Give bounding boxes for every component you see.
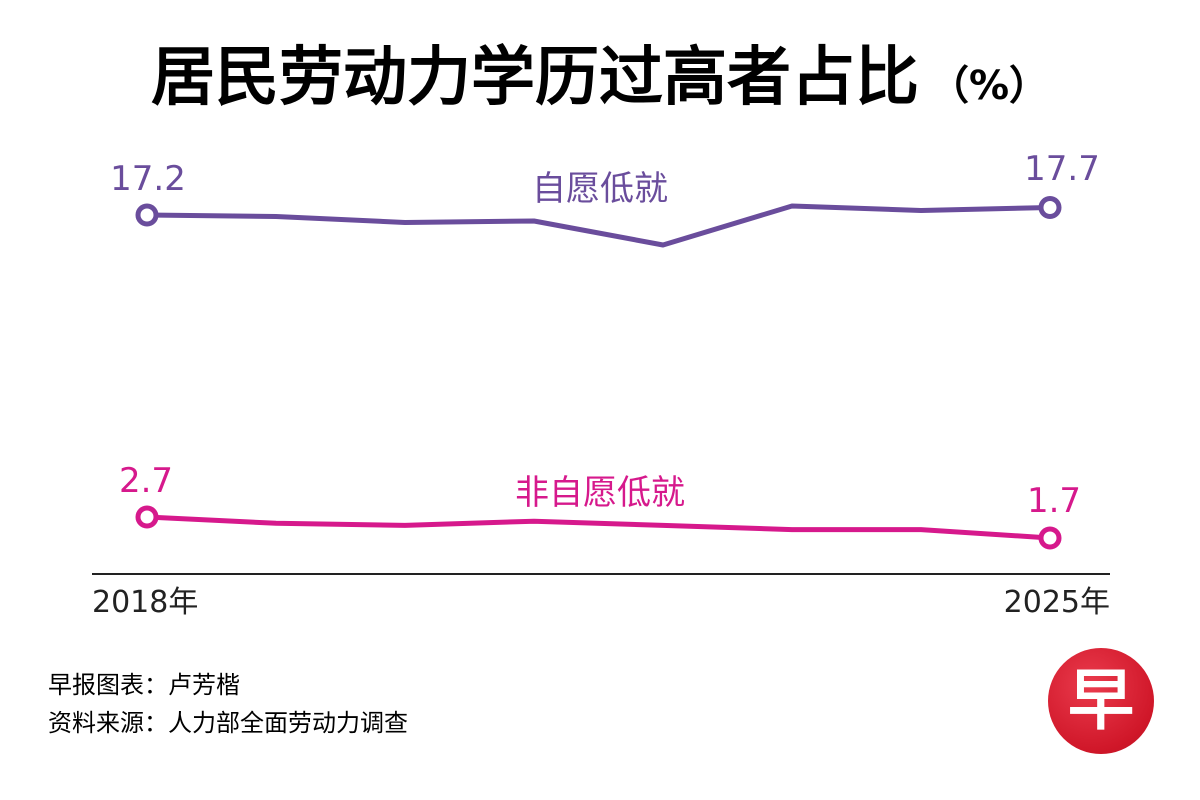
series-name-label-2: 非自愿低就 <box>515 473 685 513</box>
chart-title: 居民劳动力学历过高者占比 （%） <box>0 26 1200 118</box>
series-line-2 <box>144 514 1053 541</box>
logo-char: 早 <box>1068 662 1134 739</box>
x-tick-label-start: 2018年 <box>92 585 198 620</box>
start-marker-1 <box>135 203 159 227</box>
series-line-1 <box>144 203 1053 248</box>
chart-title-text: 居民劳动力学历过高者占比 <box>150 41 919 115</box>
data-label-start-1: 17.2 <box>110 159 186 199</box>
end-marker-1 <box>1038 196 1062 219</box>
data-label-end-2: 1.7 <box>1027 481 1081 521</box>
zaobao-logo: 早 <box>1048 648 1154 754</box>
graphic-credit: 早报图表：卢芳楷 <box>48 671 240 699</box>
data-label-start-2: 2.7 <box>119 461 173 501</box>
series-name-label-1: 自愿低就 <box>532 169 668 209</box>
end-marker-2 <box>1038 526 1062 550</box>
x-tick-label-end: 2025年 <box>1004 585 1110 620</box>
credits: 早报图表：卢芳楷 资料来源：人力部全面劳动力调查 <box>48 666 408 742</box>
series-layer: 自愿低就 17.2 17.7 非自愿低就 2.7 1.7 <box>110 149 1100 550</box>
source-credit: 资料来源：人力部全面劳动力调查 <box>48 709 408 737</box>
data-label-end-1: 17.7 <box>1024 149 1100 189</box>
start-marker-2 <box>135 505 159 529</box>
chart-unit: （%） <box>928 63 1050 109</box>
